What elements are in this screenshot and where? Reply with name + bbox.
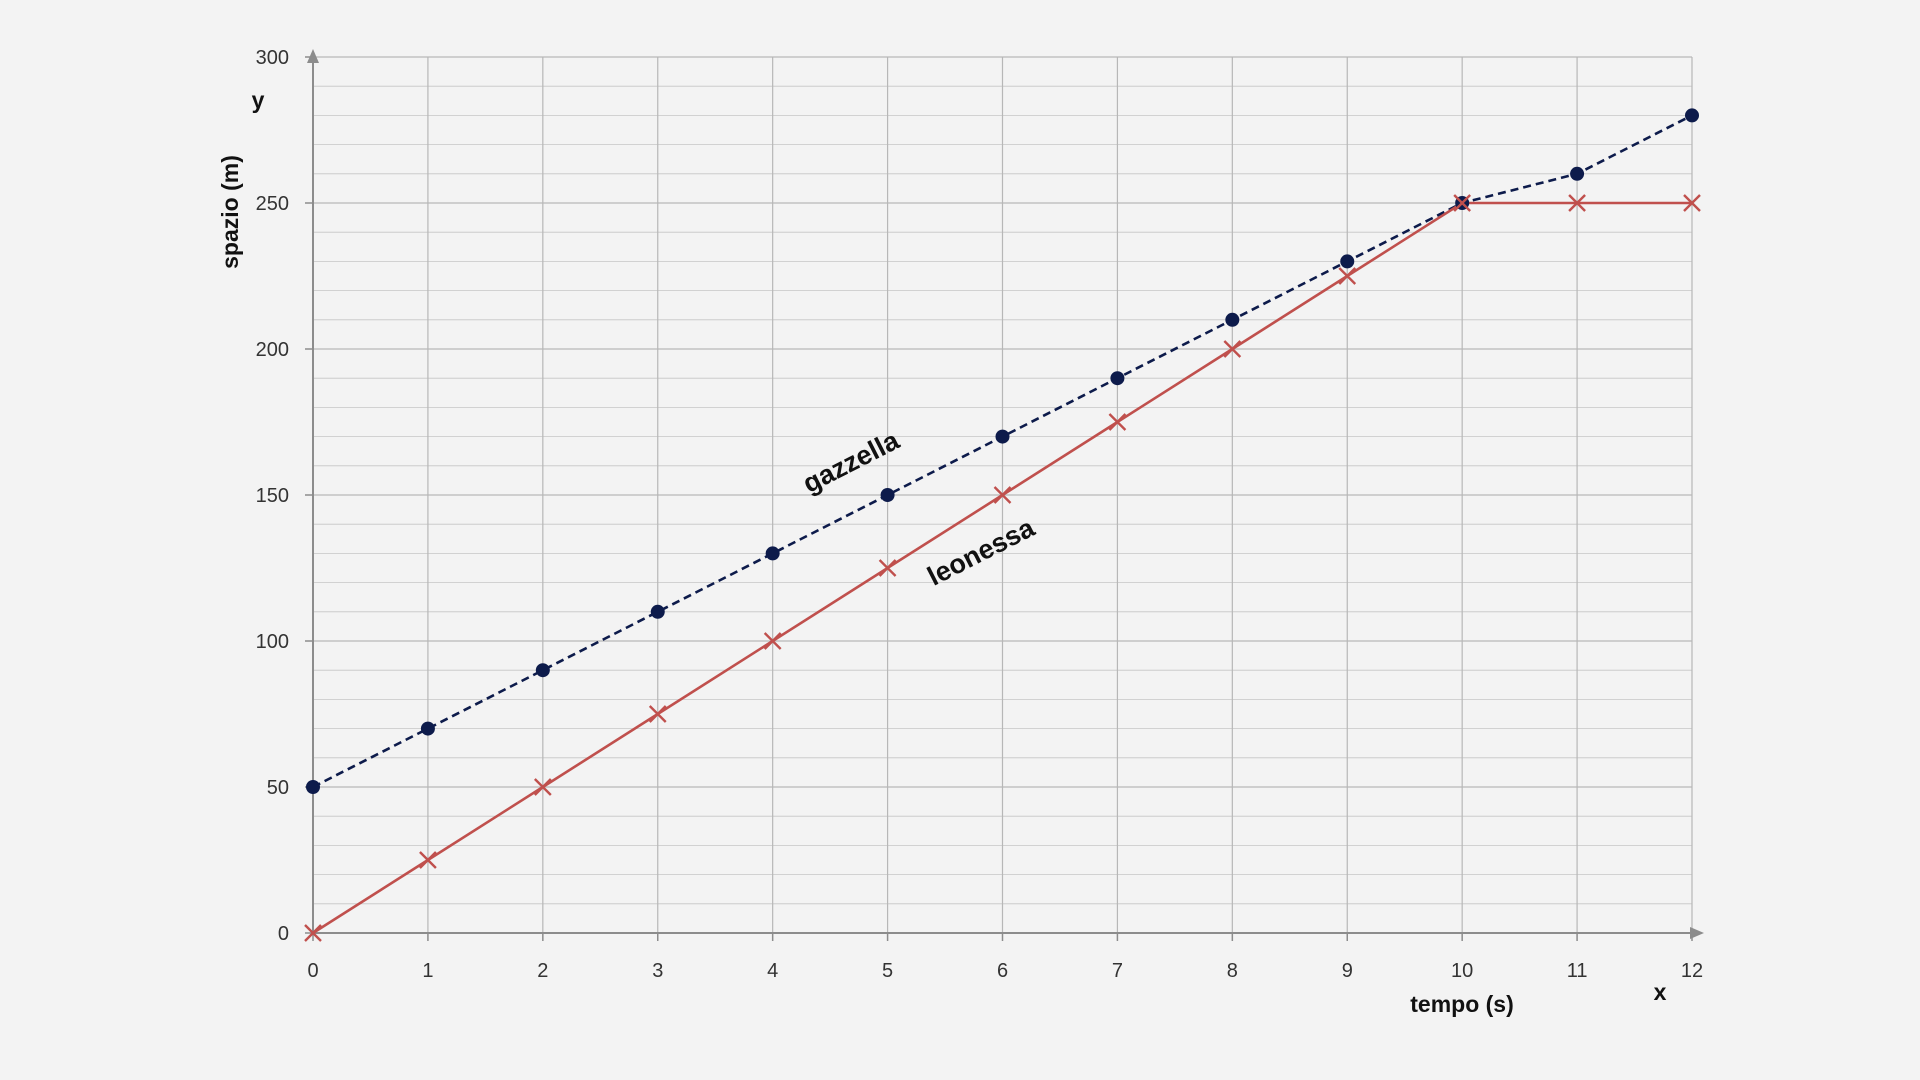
- data-point-gazzella: [535, 663, 550, 678]
- data-point-gazzella: [306, 780, 320, 794]
- y-tick-label: 100: [256, 631, 289, 653]
- data-point-leonessa: [1223, 340, 1242, 358]
- data-point-leonessa: [878, 559, 897, 577]
- data-point-leonessa: [1108, 413, 1127, 431]
- series-labels: gazzella leonessa: [798, 425, 1040, 592]
- series: [304, 108, 1701, 942]
- data-point-gazzella: [765, 546, 780, 561]
- x-tick-label: 4: [767, 960, 778, 982]
- data-point-leonessa: [993, 486, 1012, 504]
- data-point-leonessa: [763, 632, 782, 650]
- y-axis-title: spazio (m): [217, 155, 243, 269]
- data-point-leonessa: [648, 705, 667, 723]
- x-tick-label: 2: [537, 960, 548, 982]
- data-point-gazzella: [1570, 166, 1585, 181]
- y-axis-arrow: [307, 49, 319, 63]
- x-tick-label: 0: [307, 960, 318, 982]
- data-point-gazzella: [650, 604, 665, 619]
- y-tick-label: 250: [256, 193, 289, 215]
- y-tick-label: 200: [256, 339, 289, 361]
- data-point-gazzella: [1225, 312, 1240, 327]
- series-label-gazzella: gazzella: [798, 425, 905, 499]
- data-point-gazzella: [995, 429, 1010, 444]
- data-point-leonessa: [533, 778, 552, 796]
- data-point-leonessa: [1453, 194, 1472, 212]
- data-point-gazzella: [1685, 108, 1699, 123]
- x-tick-label: 3: [652, 960, 663, 982]
- data-point-leonessa: [419, 851, 437, 869]
- x-tick-label: 8: [1227, 960, 1238, 982]
- x-axis-title: tempo (s): [1410, 991, 1514, 1017]
- data-point-leonessa: [304, 924, 322, 942]
- x-tick-label: 12: [1681, 960, 1703, 982]
- data-point-gazzella: [880, 488, 895, 502]
- data-point-gazzella: [420, 721, 435, 736]
- x-axis-arrow: [1690, 927, 1704, 939]
- axis-titles: tempo (s) spazio (m) x y: [217, 87, 1667, 1017]
- y-axis-letter: y: [252, 87, 265, 113]
- data-point-leonessa: [1568, 194, 1586, 212]
- x-tick-label: 7: [1112, 960, 1123, 982]
- x-axis-letter: x: [1654, 979, 1667, 1005]
- x-tick-label: 10: [1451, 960, 1473, 982]
- y-tick-label: 300: [256, 47, 289, 69]
- x-tick-label: 5: [882, 960, 893, 982]
- y-tick-label: 150: [256, 485, 289, 507]
- data-point-gazzella: [1110, 371, 1125, 386]
- data-point-leonessa: [1683, 194, 1701, 212]
- data-point-leonessa: [1338, 267, 1357, 285]
- x-tick-label: 6: [997, 960, 1008, 982]
- data-point-gazzella: [1340, 254, 1355, 269]
- x-tick-label: 9: [1342, 960, 1353, 982]
- y-tick-label: 50: [267, 777, 289, 799]
- x-tick-label: 1: [422, 960, 433, 982]
- x-tick-label: 11: [1567, 960, 1588, 982]
- y-tick-label: 0: [278, 923, 289, 945]
